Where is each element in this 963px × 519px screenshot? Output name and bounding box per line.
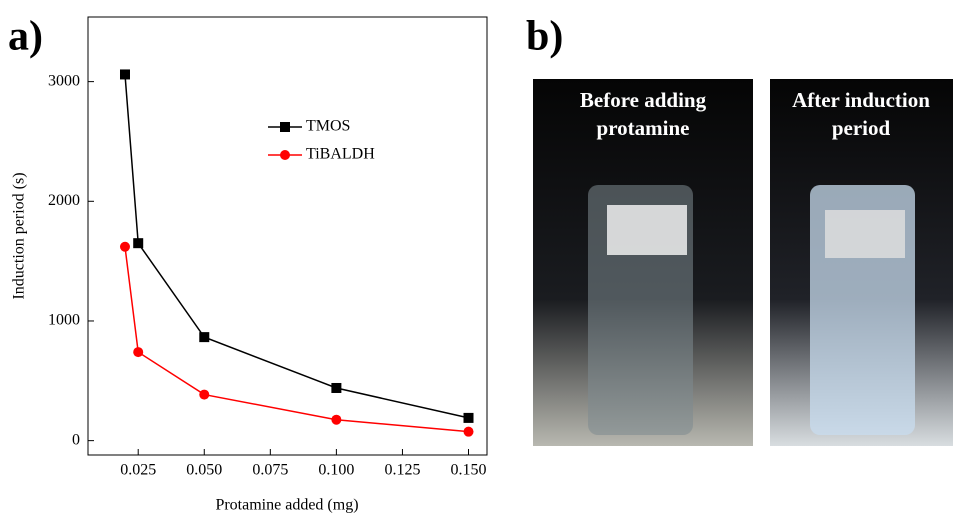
marker: [463, 426, 474, 437]
photo: Before adding protamine: [533, 79, 753, 446]
y-tick-label: 1000: [48, 312, 80, 329]
legend-label: TiBALDH: [306, 146, 375, 163]
x-tick-label: 0.125: [384, 462, 420, 479]
y-tick-label: 0: [72, 431, 80, 448]
x-tick-label: 0.100: [318, 462, 354, 479]
photo-caption: period: [832, 116, 891, 140]
x-tick-label: 0.150: [451, 462, 487, 479]
marker: [199, 332, 210, 343]
x-axis-label: Protamine added (mg): [215, 497, 358, 514]
marker: [331, 414, 342, 425]
legend-marker: [280, 150, 290, 160]
y-tick-label: 3000: [48, 72, 80, 89]
x-tick-label: 0.050: [186, 462, 222, 479]
marker: [199, 389, 210, 400]
panel-label: b): [526, 14, 563, 60]
photo: After induction period: [770, 79, 953, 446]
marker: [331, 382, 342, 393]
marker: [133, 238, 144, 249]
marker: [463, 412, 474, 423]
marker: [119, 69, 130, 80]
panel-label: a): [8, 14, 43, 60]
legend-label: TMOS: [306, 118, 350, 135]
plot-frame: [87, 16, 488, 456]
x-tick-label: 0.075: [252, 462, 288, 479]
x-tick-label: 0.025: [120, 462, 156, 479]
series-line: [124, 74, 469, 419]
series-line: [124, 246, 469, 433]
marker: [133, 347, 144, 358]
legend-marker: [280, 122, 290, 132]
y-axis-label: Induction period (s): [11, 172, 28, 299]
y-tick-label: 2000: [48, 192, 80, 209]
photo-caption: protamine: [597, 116, 690, 140]
photo-caption: After induction: [792, 88, 930, 112]
marker: [119, 241, 130, 252]
photo-caption: Before adding: [580, 88, 707, 112]
